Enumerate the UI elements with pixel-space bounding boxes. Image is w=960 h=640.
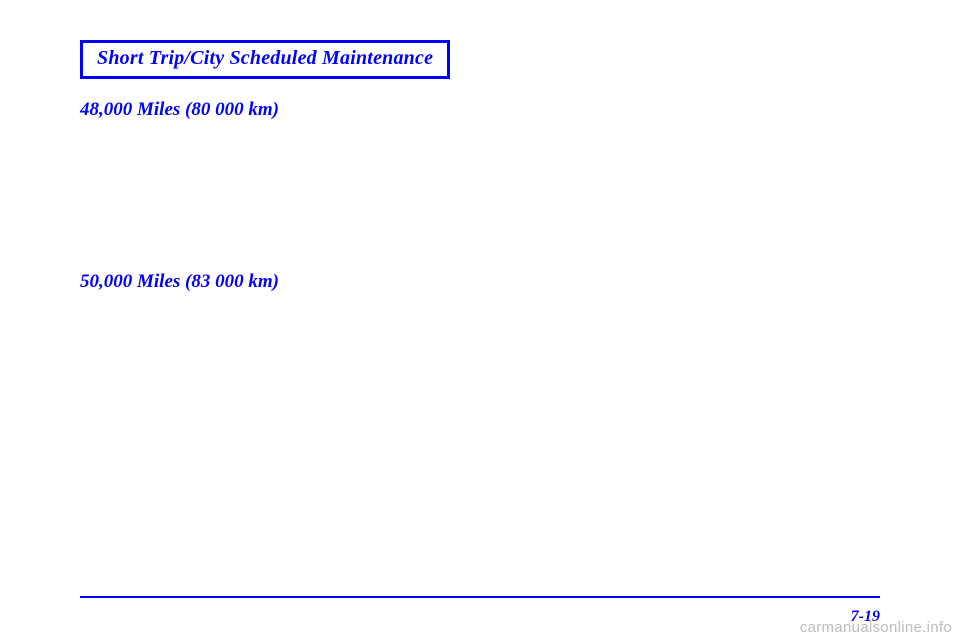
title-box: Short Trip/City Scheduled Maintenance: [80, 40, 450, 79]
page-title: Short Trip/City Scheduled Maintenance: [97, 47, 433, 69]
watermark-text: carmanualsonline.info: [800, 619, 952, 636]
section-heading-48000: 48,000 Miles (80 000 km): [80, 99, 880, 121]
footer-rule: [80, 596, 880, 598]
page-content: Short Trip/City Scheduled Maintenance 48…: [80, 40, 880, 293]
section-heading-50000: 50,000 Miles (83 000 km): [80, 271, 880, 293]
